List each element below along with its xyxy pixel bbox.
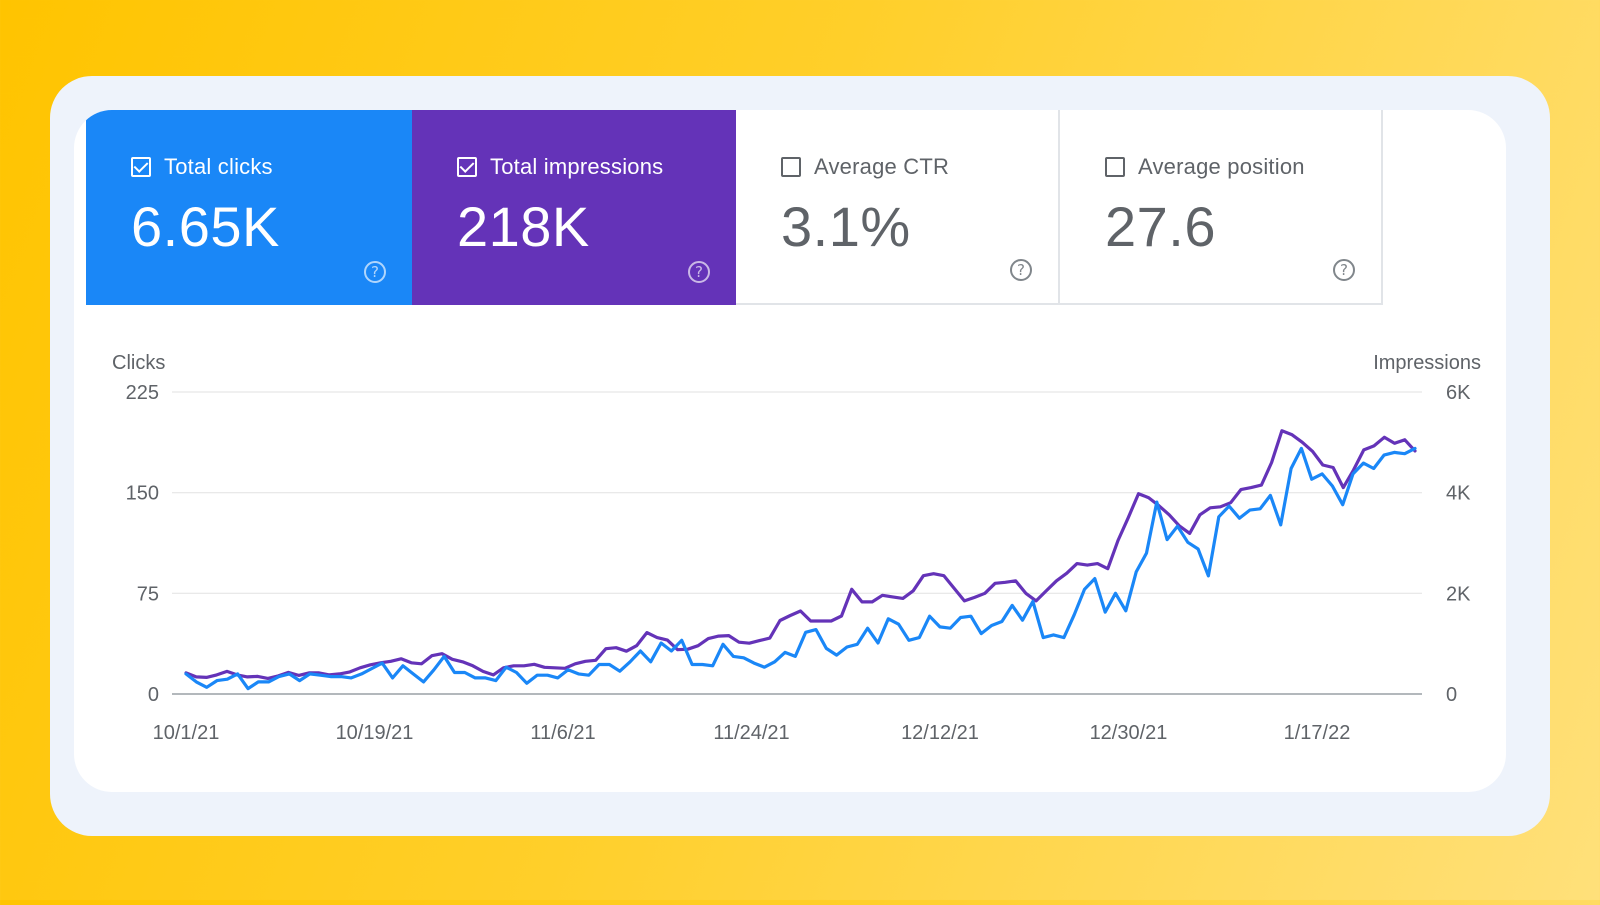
checkbox-unchecked-icon[interactable] bbox=[1105, 157, 1125, 177]
question-circle-icon[interactable]: ? bbox=[1333, 259, 1355, 281]
question-circle-icon[interactable]: ? bbox=[1010, 259, 1032, 281]
metric-header: Average position bbox=[1105, 154, 1305, 180]
metric-value: 27.6 bbox=[1105, 195, 1216, 258]
question-circle-icon[interactable]: ? bbox=[364, 261, 386, 283]
metric-value: 6.65K bbox=[131, 195, 280, 258]
checkbox-unchecked-icon[interactable] bbox=[781, 157, 801, 177]
metric-tiles: Total clicks 6.65K ? Total impressions 2… bbox=[86, 110, 1383, 305]
metric-value: 218K bbox=[457, 195, 590, 258]
checkbox-checked-icon[interactable] bbox=[131, 157, 151, 177]
metric-header: Average CTR bbox=[781, 154, 949, 180]
metric-tile-total-clicks[interactable]: Total clicks 6.65K ? bbox=[86, 110, 412, 305]
metric-label: Average CTR bbox=[814, 154, 950, 179]
metric-value: 3.1% bbox=[781, 195, 911, 258]
metric-tile-average-position[interactable]: Average position 27.6 ? bbox=[1060, 110, 1383, 305]
metric-tile-total-impressions[interactable]: Total impressions 218K ? bbox=[412, 110, 736, 305]
metric-tile-average-ctr[interactable]: Average CTR 3.1% ? bbox=[736, 110, 1060, 305]
question-circle-icon[interactable]: ? bbox=[688, 261, 710, 283]
metric-header: Total impressions bbox=[457, 154, 663, 180]
metric-label: Average position bbox=[1138, 154, 1305, 179]
metric-label: Total clicks bbox=[164, 154, 273, 179]
performance-card: Total clicks 6.65K ? Total impressions 2… bbox=[74, 110, 1506, 792]
metric-label: Total impressions bbox=[490, 154, 664, 179]
metric-header: Total clicks bbox=[131, 154, 273, 180]
checkbox-checked-icon[interactable] bbox=[457, 157, 477, 177]
